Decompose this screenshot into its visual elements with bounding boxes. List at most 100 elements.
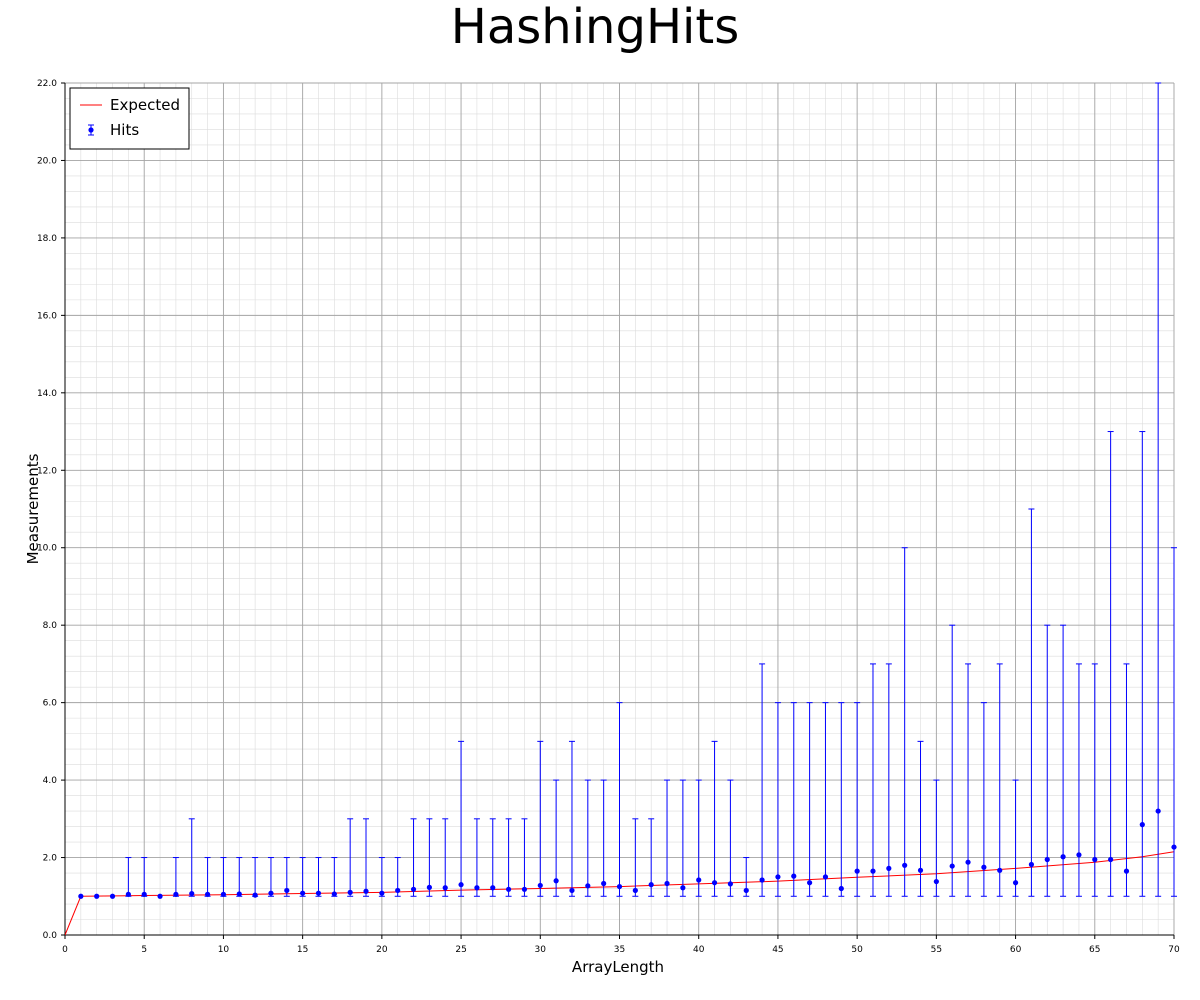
hits-point bbox=[521, 886, 528, 892]
hits-point bbox=[410, 886, 417, 892]
y-tick-label: 2.0 bbox=[43, 854, 58, 864]
hits-point bbox=[854, 868, 860, 874]
hits-point bbox=[78, 893, 84, 899]
hits-point bbox=[965, 859, 971, 865]
hits-point bbox=[395, 887, 401, 894]
x-tick-label: 20 bbox=[376, 945, 388, 955]
hits-point bbox=[1108, 856, 1114, 863]
hits-point bbox=[157, 893, 163, 899]
x-tick-label: 50 bbox=[851, 945, 863, 955]
hits-point bbox=[363, 888, 369, 894]
x-tick-label: 35 bbox=[614, 945, 625, 955]
legend-box bbox=[69, 87, 190, 150]
x-tick-label: 60 bbox=[1010, 945, 1022, 955]
y-tick-label: 16.0 bbox=[37, 311, 57, 321]
hits-point bbox=[870, 868, 876, 874]
hits-point bbox=[664, 880, 670, 887]
hits-point bbox=[1012, 880, 1019, 886]
hits-point bbox=[300, 890, 306, 896]
hits-point bbox=[997, 867, 1003, 873]
hits-point bbox=[125, 891, 131, 897]
hits-point bbox=[141, 891, 147, 897]
hits-point bbox=[252, 892, 258, 898]
chart-title: HashingHits bbox=[450, 0, 740, 55]
hits-point bbox=[807, 880, 813, 886]
hits-point bbox=[109, 893, 116, 899]
hits-point bbox=[1123, 868, 1130, 874]
x-tick-label: 45 bbox=[772, 945, 783, 955]
hits-point bbox=[949, 863, 955, 869]
y-tick-label: 8.0 bbox=[43, 621, 58, 631]
hits-point bbox=[1076, 852, 1082, 858]
y-tick-label: 6.0 bbox=[43, 699, 58, 709]
hits-point bbox=[458, 882, 464, 888]
hits-point bbox=[1155, 808, 1161, 814]
hits-point bbox=[727, 881, 734, 887]
hits-point bbox=[189, 890, 195, 897]
y-tick-label: 0.0 bbox=[43, 931, 58, 941]
hits-point bbox=[886, 865, 892, 871]
hits-point bbox=[759, 877, 765, 883]
hits-point bbox=[506, 886, 512, 892]
x-tick-label: 15 bbox=[297, 945, 308, 955]
hits-point bbox=[1139, 822, 1145, 828]
hits-point bbox=[632, 887, 638, 894]
x-tick-label: 25 bbox=[455, 945, 466, 955]
hits-point bbox=[537, 882, 543, 889]
hits-point bbox=[204, 891, 211, 897]
hits-point bbox=[220, 891, 227, 897]
hits-point bbox=[1171, 844, 1177, 850]
hits-point bbox=[917, 867, 924, 873]
hits-point bbox=[553, 878, 559, 884]
hits-point bbox=[569, 887, 575, 894]
hits-point bbox=[648, 882, 654, 888]
hits-point bbox=[902, 862, 908, 868]
hits-point bbox=[474, 885, 480, 891]
hits-series bbox=[78, 82, 1177, 899]
hits-point bbox=[426, 884, 432, 890]
y-tick-label: 10.0 bbox=[37, 544, 57, 554]
hits-point bbox=[442, 885, 448, 891]
y-tick-label: 18.0 bbox=[37, 234, 57, 244]
legend-swatch-hits-point bbox=[88, 127, 94, 133]
hits-point bbox=[236, 891, 242, 897]
x-tick-label: 40 bbox=[693, 945, 705, 955]
hits-point bbox=[696, 877, 702, 883]
hits-point bbox=[981, 864, 987, 870]
hits-point bbox=[268, 890, 274, 896]
hits-point bbox=[1028, 861, 1035, 868]
x-tick-label: 0 bbox=[62, 945, 68, 955]
hits-point bbox=[315, 890, 322, 896]
y-tick-label: 14.0 bbox=[37, 389, 57, 399]
hits-point bbox=[585, 883, 591, 889]
hits-point bbox=[1060, 854, 1066, 860]
hits-point bbox=[1044, 856, 1050, 863]
y-tick-label: 20.0 bbox=[37, 156, 57, 166]
hits-point bbox=[490, 885, 496, 891]
legend: Expected Hits bbox=[69, 87, 190, 150]
x-tick-label: 65 bbox=[1089, 945, 1100, 955]
x-tick-label: 30 bbox=[535, 945, 547, 955]
hits-point bbox=[379, 890, 385, 896]
y-tick-label: 12.0 bbox=[37, 466, 57, 476]
hits-point bbox=[601, 880, 607, 887]
x-tick-label: 10 bbox=[218, 945, 230, 955]
x-axis-label: ArrayLength bbox=[571, 958, 665, 976]
legend-label: Hits bbox=[110, 121, 139, 139]
hits-point bbox=[711, 880, 718, 886]
hits-point bbox=[284, 887, 290, 894]
x-tick-label: 70 bbox=[1168, 945, 1180, 955]
x-tick-label: 55 bbox=[931, 945, 942, 955]
hits-point bbox=[173, 891, 179, 897]
x-tick-label: 5 bbox=[141, 945, 147, 955]
y-tick-label: 22.0 bbox=[37, 79, 57, 89]
hits-point bbox=[933, 878, 939, 885]
hits-point bbox=[775, 874, 781, 880]
hits-point bbox=[680, 885, 686, 891]
y-axis-label: Measurements bbox=[24, 453, 42, 565]
legend-label: Expected bbox=[110, 96, 180, 114]
hits-point bbox=[838, 885, 844, 892]
hits-point bbox=[743, 887, 749, 894]
